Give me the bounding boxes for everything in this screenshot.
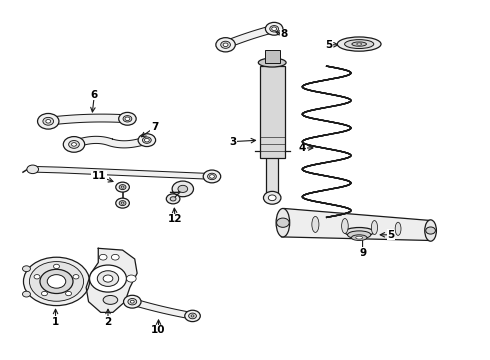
Polygon shape <box>86 248 137 312</box>
Text: 9: 9 <box>359 248 366 258</box>
Polygon shape <box>48 114 128 125</box>
Circle shape <box>203 170 220 183</box>
Text: 1: 1 <box>52 317 59 327</box>
Circle shape <box>72 143 76 146</box>
Ellipse shape <box>352 42 367 46</box>
Ellipse shape <box>337 37 381 51</box>
Circle shape <box>172 181 194 197</box>
Circle shape <box>116 182 129 192</box>
Circle shape <box>223 43 228 46</box>
Circle shape <box>208 173 217 180</box>
Ellipse shape <box>312 216 319 233</box>
Circle shape <box>99 255 107 260</box>
Text: 7: 7 <box>151 122 158 132</box>
Circle shape <box>119 201 126 206</box>
Bar <box>265 50 280 63</box>
Text: 12: 12 <box>168 214 182 224</box>
Ellipse shape <box>342 219 348 233</box>
Circle shape <box>42 291 48 296</box>
Polygon shape <box>72 136 149 148</box>
Circle shape <box>46 120 50 123</box>
Circle shape <box>145 138 149 142</box>
Text: 11: 11 <box>92 171 106 181</box>
Circle shape <box>266 22 283 35</box>
Circle shape <box>24 257 90 306</box>
Circle shape <box>47 275 66 288</box>
Circle shape <box>43 117 53 125</box>
Circle shape <box>23 266 30 271</box>
Circle shape <box>111 255 119 260</box>
Circle shape <box>53 264 59 269</box>
Polygon shape <box>35 166 212 179</box>
Circle shape <box>90 265 126 292</box>
Circle shape <box>103 275 113 282</box>
Ellipse shape <box>395 222 401 235</box>
Circle shape <box>123 116 132 122</box>
Circle shape <box>98 271 119 287</box>
Circle shape <box>40 269 73 293</box>
Text: 8: 8 <box>280 29 288 39</box>
Circle shape <box>34 275 40 279</box>
Text: 5: 5 <box>325 40 332 50</box>
Circle shape <box>189 313 196 319</box>
Circle shape <box>29 262 84 301</box>
Circle shape <box>138 134 156 147</box>
Circle shape <box>269 195 276 201</box>
Circle shape <box>125 117 130 121</box>
Circle shape <box>210 175 215 178</box>
Circle shape <box>121 202 124 204</box>
Circle shape <box>185 310 200 321</box>
Ellipse shape <box>347 231 371 239</box>
Ellipse shape <box>103 296 118 304</box>
Circle shape <box>276 218 289 227</box>
Circle shape <box>270 26 278 32</box>
Circle shape <box>426 227 436 234</box>
Ellipse shape <box>276 208 290 237</box>
Circle shape <box>128 298 137 305</box>
Circle shape <box>121 186 124 188</box>
Circle shape <box>38 113 59 129</box>
Circle shape <box>220 41 230 48</box>
Circle shape <box>166 194 180 204</box>
Circle shape <box>123 295 141 308</box>
Circle shape <box>143 137 151 143</box>
Circle shape <box>63 136 85 152</box>
Circle shape <box>119 112 136 125</box>
Text: 6: 6 <box>91 90 98 100</box>
Text: 5: 5 <box>387 230 394 240</box>
Circle shape <box>264 192 281 204</box>
Circle shape <box>116 198 129 208</box>
Ellipse shape <box>258 58 286 67</box>
Circle shape <box>73 275 79 279</box>
Circle shape <box>119 185 126 190</box>
Text: 3: 3 <box>230 136 237 147</box>
Circle shape <box>170 197 176 201</box>
Ellipse shape <box>357 43 362 45</box>
Polygon shape <box>223 26 276 48</box>
Bar <box>260 66 285 158</box>
Circle shape <box>191 315 194 317</box>
Circle shape <box>272 27 276 31</box>
Circle shape <box>23 291 30 297</box>
Text: 4: 4 <box>298 143 306 153</box>
Ellipse shape <box>344 40 374 49</box>
Circle shape <box>130 300 134 303</box>
Polygon shape <box>131 299 194 319</box>
Ellipse shape <box>425 220 437 241</box>
Ellipse shape <box>351 235 367 240</box>
Ellipse shape <box>371 221 378 234</box>
Bar <box>267 132 278 198</box>
Ellipse shape <box>344 228 374 237</box>
Circle shape <box>69 140 79 148</box>
Circle shape <box>66 291 72 296</box>
Polygon shape <box>281 208 432 240</box>
Text: 10: 10 <box>151 325 166 335</box>
Circle shape <box>126 275 136 282</box>
Circle shape <box>216 38 235 52</box>
Ellipse shape <box>356 236 363 239</box>
Circle shape <box>27 165 39 174</box>
Text: 2: 2 <box>104 317 112 327</box>
Circle shape <box>178 185 188 193</box>
